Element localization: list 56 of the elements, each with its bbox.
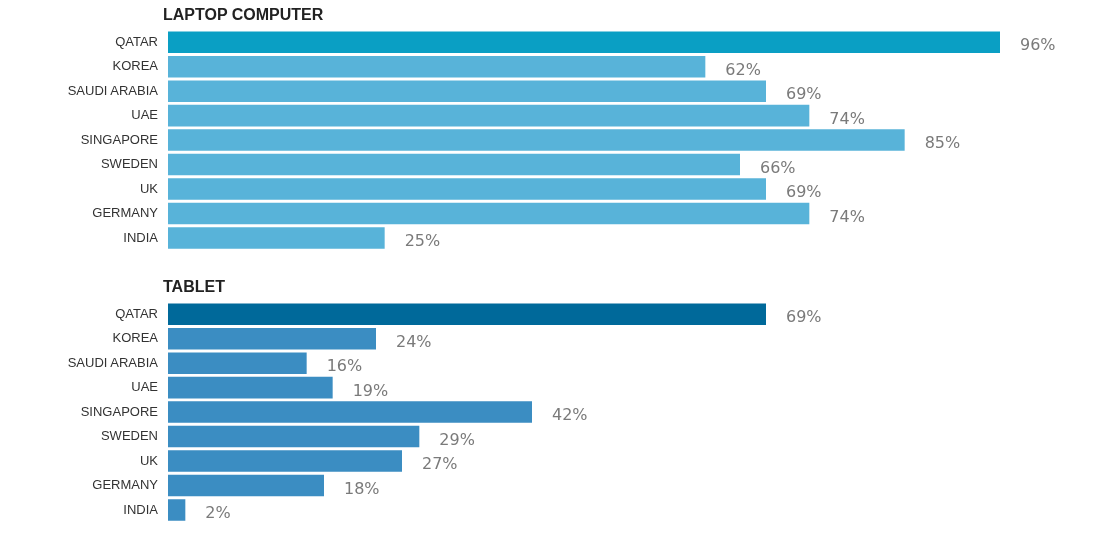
bar [168, 376, 333, 399]
data-label: 74% [829, 108, 865, 128]
y-tick-label: QATAR [115, 33, 158, 49]
chart-title: LAPTOP COMPUTER [163, 6, 324, 23]
bar [168, 425, 420, 448]
y-tick-label: SINGAPORE [80, 403, 159, 419]
bar [168, 499, 186, 521]
data-label: 25% [404, 231, 441, 251]
bar [168, 352, 307, 374]
y-tick-label: UK [139, 452, 159, 468]
y-tick-label: QATAR [115, 305, 158, 321]
data-label: 69% [786, 307, 822, 327]
y-tick-label: SWEDEN [100, 428, 158, 444]
y-tick-label: UAE [131, 379, 159, 395]
data-label: 96% [1020, 35, 1056, 55]
bar [168, 31, 1000, 53]
data-label: 24% [396, 331, 432, 351]
y-tick-label: UK [139, 180, 159, 196]
data-label: 74% [829, 206, 865, 226]
bar [168, 153, 740, 176]
data-label: 18% [344, 478, 380, 498]
y-tick-label: INDIA [123, 501, 159, 517]
data-label: 19% [352, 380, 389, 400]
data-label: 66% [760, 157, 796, 177]
data-label: 69% [786, 182, 822, 202]
bar [168, 55, 706, 78]
data-label: 16% [326, 356, 363, 376]
data-label: 29% [439, 429, 475, 449]
data-label: 85% [924, 133, 961, 153]
bar [168, 450, 402, 472]
y-tick-label: SAUDI ARABIA [67, 82, 159, 98]
bar [168, 327, 376, 350]
data-label: 2% [205, 503, 231, 523]
data-label: 27% [422, 454, 458, 474]
bar [168, 474, 324, 497]
y-tick-label: GERMANY [92, 477, 159, 493]
bar [168, 178, 766, 200]
data-label: 69% [786, 84, 822, 104]
bar [168, 104, 810, 127]
y-tick-label: INDIA [123, 229, 159, 245]
bar [168, 401, 532, 423]
chart-title: TABLET [163, 278, 226, 295]
y-tick-label: UAE [131, 107, 159, 123]
bar [168, 129, 905, 151]
y-tick-label: SAUDI ARABIA [67, 354, 159, 370]
data-label: 42% [552, 405, 588, 425]
y-tick-label: GERMANY [92, 205, 159, 221]
data-label: 62% [725, 59, 761, 79]
y-tick-label: SINGAPORE [80, 131, 159, 147]
y-tick-label: SWEDEN [100, 156, 158, 172]
y-tick-label: KOREA [112, 58, 159, 74]
y-tick-label: KOREA [112, 330, 159, 346]
bar [168, 303, 766, 325]
bar [168, 202, 810, 225]
bar [168, 80, 766, 102]
bar [168, 227, 385, 249]
